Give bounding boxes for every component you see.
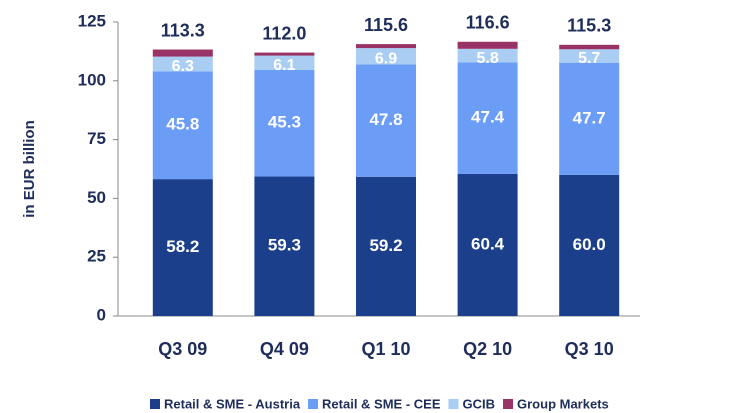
bar-segment	[457, 41, 518, 49]
total-label: 115.6	[364, 15, 408, 35]
y-tick-label: 75	[87, 129, 106, 148]
data-label: 60.0	[573, 235, 606, 254]
total-label: 113.3	[161, 20, 205, 40]
data-label: 47.7	[573, 108, 606, 127]
data-label: 45.3	[268, 113, 301, 132]
legend-swatch	[150, 399, 160, 409]
bar-segment	[152, 179, 213, 316]
data-label: 47.4	[471, 108, 505, 127]
y-tick-label: 100	[78, 70, 106, 89]
legend-swatch	[503, 399, 514, 409]
bar-segment	[457, 173, 518, 316]
legend-label: Retail & SME - CEE	[322, 396, 441, 411]
bar-segment	[356, 44, 416, 49]
data-label: 47.8	[369, 110, 402, 129]
legend-swatch	[308, 399, 319, 409]
bar-segment	[254, 52, 315, 56]
bar-segment	[559, 49, 620, 63]
x-tick-label: Q3 09	[158, 339, 207, 359]
data-label: 45.8	[166, 115, 199, 134]
bar-segment	[254, 176, 315, 316]
bar-segment	[254, 55, 315, 70]
x-tick-label: Q1 10	[361, 339, 410, 359]
y-axis-label: in EUR billion	[21, 120, 38, 218]
bar-segment	[356, 176, 416, 316]
bar-segment	[152, 71, 213, 180]
x-tick-label: Q2 10	[463, 339, 512, 359]
data-label: 58.2	[166, 237, 199, 256]
bar-segment	[559, 62, 620, 175]
bar-segment	[356, 64, 416, 177]
x-tick-label: Q3 10	[565, 339, 614, 359]
bar-segment	[356, 48, 416, 65]
legend-swatch	[448, 399, 459, 409]
total-label: 115.3	[567, 16, 611, 36]
y-tick-label: 50	[87, 188, 106, 207]
legend-label: GCIB	[463, 396, 496, 411]
y-tick-label: 25	[87, 247, 106, 266]
legend-label: Retail & SME - Austria	[164, 396, 301, 411]
bar-segment	[559, 174, 620, 316]
data-label: 6.9	[375, 50, 397, 67]
data-label: 6.3	[172, 58, 194, 75]
y-tick-label: 0	[97, 305, 106, 324]
bar-segment	[457, 62, 518, 174]
bar-segment	[457, 48, 518, 63]
legend-label: Group Markets	[517, 396, 609, 411]
bar-segment	[152, 56, 213, 72]
y-tick-label: 125	[78, 11, 106, 30]
data-label: 6.1	[273, 57, 295, 74]
data-label: 5.7	[578, 50, 600, 67]
x-tick-label: Q4 09	[260, 339, 309, 359]
total-label: 112.0	[262, 23, 306, 43]
bar-segment	[254, 69, 315, 177]
data-label: 59.3	[268, 236, 301, 255]
bar-segment	[152, 49, 213, 57]
bar-segment	[559, 44, 620, 50]
data-label: 59.2	[369, 236, 402, 255]
data-label: 5.8	[476, 50, 498, 67]
data-label: 60.4	[471, 234, 505, 253]
total-label: 116.6	[466, 13, 510, 33]
